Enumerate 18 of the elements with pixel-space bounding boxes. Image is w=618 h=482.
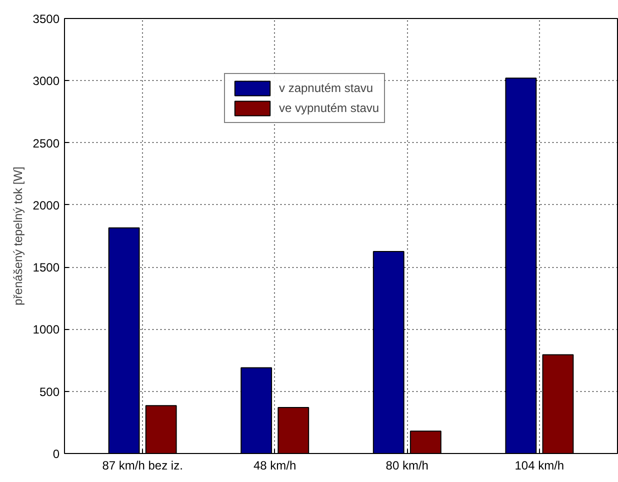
legend-label: v zapnutém stavu [279,80,374,97]
y-tick-label: 3000 [32,74,60,88]
x-tick-label: 48 km/h [254,458,296,472]
x-tick-label: 104 km/h [514,458,564,472]
y-tick-label: 2500 [32,136,60,150]
y-tick-label: 500 [39,384,60,399]
y-tick-label: 0 [52,447,60,461]
y-tick-label: 1500 [32,260,60,275]
x-tick-label: 80 km/h [386,458,428,472]
legend-label: ve vypnutém stavu [279,100,380,117]
x-tick-label: 87 km/h bez iz. [102,458,183,472]
y-axis-title: přenášený tepelný tok [W] [10,166,25,306]
bar [410,430,442,454]
y-tick-label: 1000 [32,322,60,337]
bar [145,405,177,454]
y-tick-label: 3500 [32,12,60,26]
y-tick-label: 2000 [32,198,60,212]
bar [278,407,310,454]
